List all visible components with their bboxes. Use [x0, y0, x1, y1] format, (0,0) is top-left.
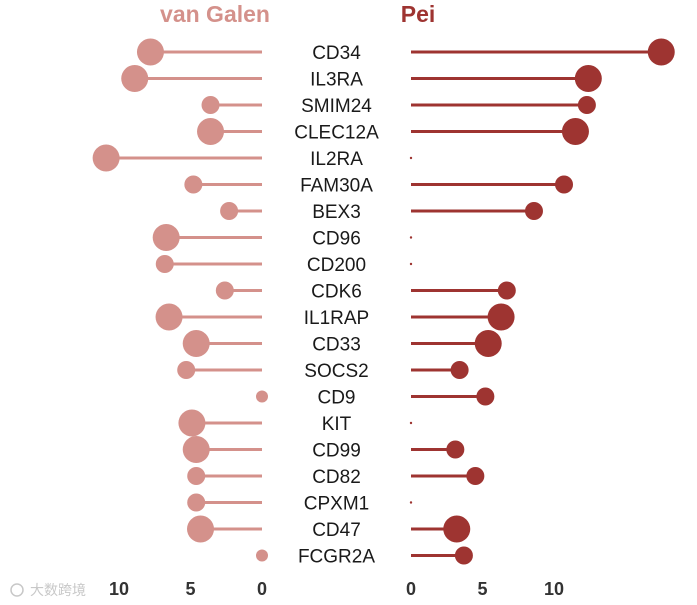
- dot-pei-cd200: [409, 262, 413, 266]
- dot-van-galen-cd33: [182, 330, 210, 357]
- dot-pei-cd99: [446, 440, 465, 459]
- gene-label-cd82: CD82: [312, 467, 361, 488]
- gene-label-smim24: SMIM24: [301, 96, 372, 117]
- gene-label-cd47: CD47: [312, 520, 361, 541]
- dot-pei-bex3: [524, 202, 543, 220]
- dot-van-galen-cd9: [256, 390, 268, 403]
- gene-label-cdk6: CDK6: [311, 282, 362, 303]
- tick-label-van-galen-10: 10: [109, 579, 129, 599]
- dot-pei-kit: [409, 421, 413, 425]
- gene-label-fcgr2a: FCGR2A: [298, 547, 375, 568]
- dot-van-galen-fam30a: [184, 175, 203, 194]
- dot-pei-cdk6: [497, 281, 516, 300]
- gene-label-cd33: CD33: [312, 335, 361, 356]
- tick-label-van-galen-5: 5: [185, 579, 195, 599]
- tick-label-pei-5: 5: [477, 579, 487, 599]
- panel-title-pei: Pei: [401, 1, 436, 27]
- dot-pei-cd96: [409, 236, 413, 239]
- tick-label-van-galen-0: 0: [257, 579, 267, 599]
- watermark-text: 大数跨境: [30, 582, 86, 598]
- gene-label-cpxm1: CPXM1: [304, 494, 369, 515]
- dot-van-galen-socs2: [177, 361, 196, 379]
- dot-van-galen-clec12a: [197, 118, 225, 145]
- gene-label-il2ra: IL2RA: [310, 149, 363, 170]
- gene-label-cd99: CD99: [312, 441, 361, 462]
- panel-title-van-galen: van Galen: [160, 1, 270, 27]
- tick-label-pei-0: 0: [406, 579, 416, 599]
- dot-pei-cpxm1: [409, 501, 413, 504]
- dot-van-galen-cd200: [155, 255, 174, 273]
- gene-label-clec12a: CLEC12A: [294, 123, 379, 144]
- dot-van-galen-il2ra: [92, 144, 120, 172]
- dot-pei-il2ra: [409, 156, 413, 160]
- dot-van-galen-il3ra: [121, 65, 149, 92]
- gene-label-bex3: BEX3: [312, 202, 361, 223]
- watermark: 大数跨境: [10, 582, 86, 598]
- gene-label-cd200: CD200: [307, 255, 366, 276]
- dot-pei-socs2: [450, 361, 469, 379]
- gene-label-kit: KIT: [322, 414, 352, 435]
- dot-van-galen-cd34: [136, 38, 164, 66]
- tick-label-pei-10: 10: [544, 579, 564, 599]
- watermark-icon: [10, 583, 24, 597]
- dot-van-galen-cd47: [187, 515, 215, 543]
- gene-label-cd9: CD9: [317, 388, 355, 409]
- gene-label-socs2: SOCS2: [304, 361, 368, 382]
- dot-pei-cd34: [647, 38, 675, 66]
- dot-van-galen-cd82: [187, 467, 206, 485]
- dot-van-galen-il1rap: [155, 303, 183, 331]
- dot-van-galen-kit: [178, 409, 206, 437]
- gene-label-cd96: CD96: [312, 229, 361, 250]
- dot-pei-fam30a: [555, 175, 574, 194]
- dot-pei-cd82: [466, 467, 485, 485]
- gene-label-il1rap: IL1RAP: [304, 308, 369, 329]
- dot-pei-cd33: [474, 330, 502, 357]
- dot-pei-fcgr2a: [454, 546, 473, 565]
- dot-van-galen-smim24: [201, 96, 220, 114]
- dot-pei-il3ra: [574, 65, 602, 92]
- dot-pei-smim24: [577, 96, 596, 114]
- dot-van-galen-cd96: [152, 224, 180, 251]
- dot-van-galen-bex3: [220, 202, 239, 220]
- gene-label-il3ra: IL3RA: [310, 70, 363, 91]
- dot-pei-clec12a: [561, 118, 589, 145]
- dot-pei-cd47: [443, 515, 471, 543]
- dot-van-galen-cdk6: [215, 281, 234, 300]
- dot-van-galen-fcgr2a: [256, 549, 268, 562]
- gene-label-fam30a: FAM30A: [300, 176, 373, 197]
- dot-van-galen-cd99: [182, 436, 210, 463]
- dot-pei-il1rap: [487, 303, 515, 331]
- dot-pei-cd9: [476, 387, 495, 406]
- gene-label-cd34: CD34: [312, 43, 361, 64]
- dot-van-galen-cpxm1: [187, 493, 206, 512]
